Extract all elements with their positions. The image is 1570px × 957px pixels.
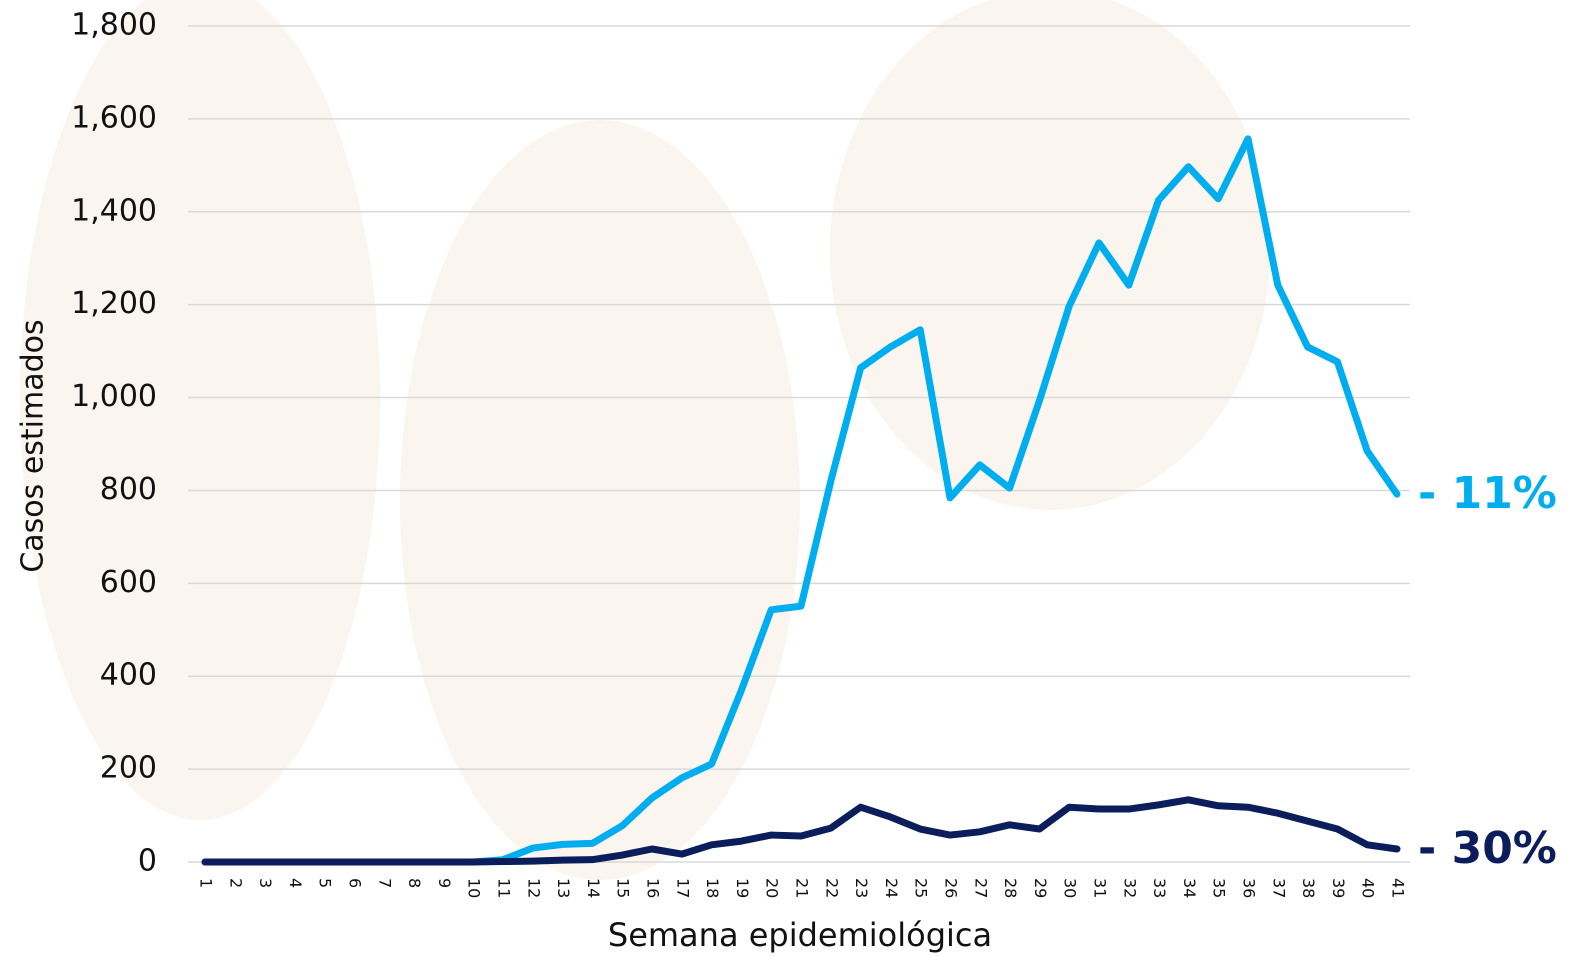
x-tick-label: 40 bbox=[1359, 878, 1378, 898]
x-tick-label: 15 bbox=[614, 878, 633, 898]
x-tick-label: 10 bbox=[465, 878, 484, 898]
y-tick-label: 1,400 bbox=[71, 193, 157, 228]
y-tick-label: 800 bbox=[100, 472, 157, 507]
x-tick-label: 12 bbox=[524, 878, 543, 898]
x-tick-label: 1 bbox=[197, 878, 216, 888]
y-tick-label: 600 bbox=[100, 565, 157, 600]
x-tick-label: 4 bbox=[286, 878, 305, 888]
x-tick-label: 8 bbox=[405, 878, 424, 888]
x-tick-label: 22 bbox=[822, 878, 841, 898]
x-tick-label: 14 bbox=[584, 878, 603, 898]
x-tick-label: 39 bbox=[1329, 878, 1348, 898]
x-tick-label: 34 bbox=[1180, 878, 1199, 898]
x-tick-label: 28 bbox=[1001, 878, 1020, 898]
x-tick-label: 18 bbox=[703, 878, 722, 898]
x-tick-label: 27 bbox=[971, 878, 990, 898]
x-tick-label: 9 bbox=[435, 878, 454, 888]
x-tick-label: 19 bbox=[733, 878, 752, 898]
x-axis-title: Semana epidemiológica bbox=[608, 916, 992, 954]
y-tick-label: 1,000 bbox=[71, 379, 157, 414]
x-tick-label: 13 bbox=[554, 878, 573, 898]
x-tick-label: 5 bbox=[316, 878, 335, 888]
x-tick-label: 26 bbox=[942, 878, 961, 898]
x-tick-label: 38 bbox=[1299, 878, 1318, 898]
watermark bbox=[20, 0, 1270, 880]
y-tick-label: 0 bbox=[138, 844, 157, 879]
series-line bbox=[201, 796, 1401, 866]
x-tick-label: 7 bbox=[375, 878, 394, 888]
x-tick-label: 2 bbox=[226, 878, 245, 888]
x-tick-label: 32 bbox=[1120, 878, 1139, 898]
y-tick-label: 400 bbox=[100, 658, 157, 693]
x-tick-label: 3 bbox=[256, 878, 275, 888]
x-tick-label: 31 bbox=[1091, 878, 1110, 898]
y-tick-label: 1,200 bbox=[71, 286, 157, 321]
x-tick-label: 20 bbox=[763, 878, 782, 898]
x-tick-label: 23 bbox=[852, 878, 871, 898]
x-tick-label: 29 bbox=[1031, 878, 1050, 898]
x-tick-label: 25 bbox=[912, 878, 931, 898]
y-tick-label: 1,800 bbox=[71, 8, 157, 43]
end-label: - 11% bbox=[1418, 468, 1557, 519]
x-tick-label: 17 bbox=[673, 878, 692, 898]
x-tick-label: 41 bbox=[1389, 878, 1408, 898]
x-tick-label: 16 bbox=[644, 878, 663, 898]
x-tick-label: 30 bbox=[1061, 878, 1080, 898]
y-tick-label: 1,600 bbox=[71, 100, 157, 135]
x-tick-label: 11 bbox=[495, 878, 514, 898]
x-tick-label: 21 bbox=[793, 878, 812, 898]
end-label: - 30% bbox=[1418, 823, 1557, 874]
x-tick-label: 24 bbox=[882, 878, 901, 898]
x-tick-label: 33 bbox=[1150, 878, 1169, 898]
x-tick-label: 35 bbox=[1210, 878, 1229, 898]
x-tick-label: 36 bbox=[1240, 878, 1259, 898]
y-tick-label: 200 bbox=[100, 751, 157, 786]
x-tick-label: 6 bbox=[346, 878, 365, 888]
x-tick-label: 37 bbox=[1269, 878, 1288, 898]
y-axis-title: Casos estimados bbox=[16, 319, 51, 572]
